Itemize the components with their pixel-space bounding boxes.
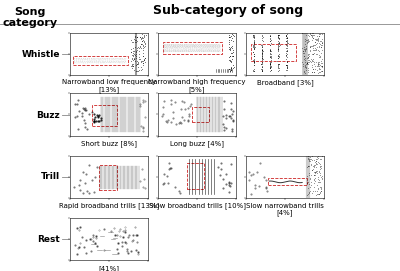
Text: Sub-category of song: Sub-category of song	[153, 4, 303, 17]
Text: Narrowband high frequency
[5%]: Narrowband high frequency [5%]	[148, 79, 246, 93]
Text: Slow narrowband trills
[4%]: Slow narrowband trills [4%]	[246, 203, 324, 217]
Text: Short buzz [8%]: Short buzz [8%]	[81, 140, 137, 147]
Text: Narrowband low frequency
[13%]: Narrowband low frequency [13%]	[62, 79, 156, 93]
Bar	[192, 107, 210, 122]
Text: Broadband [3%]: Broadband [3%]	[257, 79, 313, 86]
Bar	[99, 165, 117, 190]
Text: Whistle: Whistle	[22, 50, 60, 59]
Bar	[73, 56, 128, 65]
Text: Trill: Trill	[41, 172, 60, 181]
Text: Slow broadband trills [10%]: Slow broadband trills [10%]	[148, 203, 246, 209]
Bar	[251, 44, 296, 61]
Text: [41%]: [41%]	[98, 265, 120, 271]
Text: Song
category: Song category	[2, 7, 58, 28]
Bar	[92, 105, 117, 126]
Bar	[268, 178, 307, 185]
Bar	[163, 42, 222, 54]
Bar	[187, 163, 204, 189]
Text: Buzz: Buzz	[36, 111, 60, 120]
Text: Rest: Rest	[37, 234, 60, 244]
Text: Rapid broadband trills [13%]: Rapid broadband trills [13%]	[59, 203, 159, 209]
Text: Long buzz [4%]: Long buzz [4%]	[170, 140, 224, 147]
